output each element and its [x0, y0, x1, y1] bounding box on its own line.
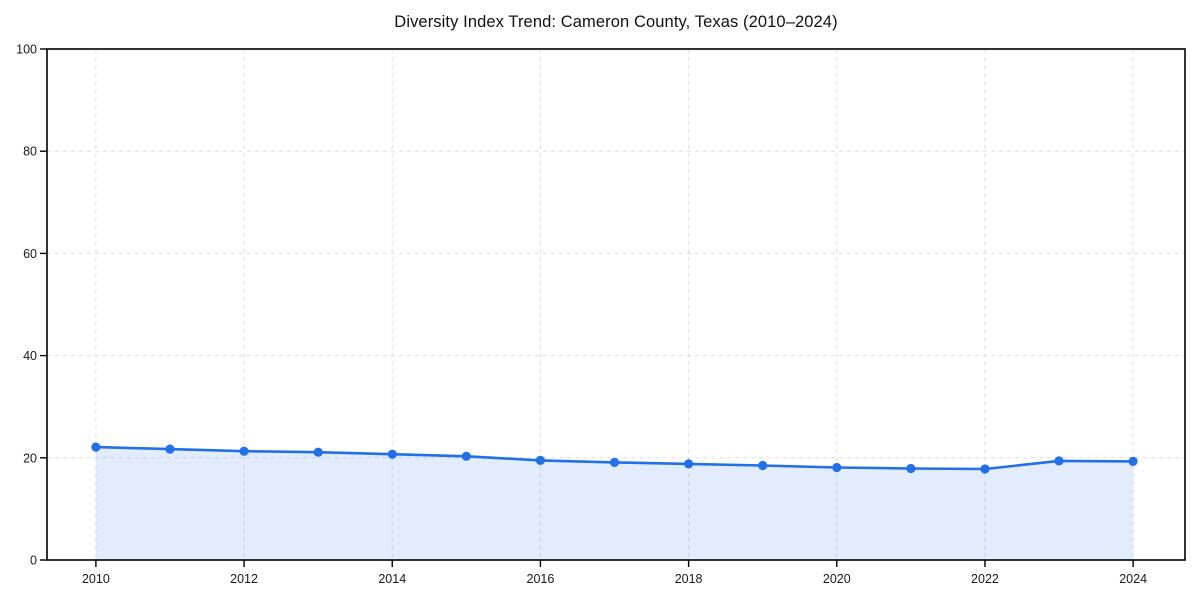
x-tick-label-2012: 2012 — [230, 572, 258, 586]
data-point-2017 — [609, 457, 620, 467]
y-tick-label-60: 60 — [23, 247, 37, 261]
data-point-2013 — [313, 447, 323, 457]
data-point-2024 — [1128, 456, 1138, 466]
area-fill — [95, 447, 1134, 560]
x-tick-label-2020: 2020 — [823, 572, 851, 586]
data-point-2015 — [461, 451, 471, 461]
plot-border — [46, 48, 1186, 561]
x-tick-label-2016: 2016 — [527, 572, 555, 586]
data-point-2011 — [165, 444, 175, 454]
y-tick-label-0: 0 — [30, 554, 37, 568]
data-point-2023 — [1054, 456, 1064, 466]
data-point-2016 — [535, 455, 546, 465]
y-tick-label-40: 40 — [23, 349, 37, 363]
data-point-2014 — [387, 449, 397, 459]
data-point-2020 — [832, 462, 842, 473]
x-tick-label-2018: 2018 — [675, 572, 703, 586]
data-point-2010 — [91, 442, 101, 452]
data-point-2022 — [980, 464, 990, 474]
data-point-2012 — [239, 446, 249, 456]
x-tick-label-2024: 2024 — [1119, 572, 1147, 586]
chart-title: Diversity Index Trend: Cameron County, T… — [394, 13, 838, 31]
x-tick-label-2010: 2010 — [82, 572, 110, 586]
x-tick-label-2022: 2022 — [971, 572, 999, 586]
y-tick-label-20: 20 — [23, 451, 37, 465]
data-point-2019 — [758, 460, 768, 471]
data-point-2018 — [684, 459, 694, 469]
data-point-2021 — [906, 463, 916, 474]
y-tick-label-100: 100 — [16, 43, 37, 57]
x-tick-label-2014: 2014 — [378, 572, 406, 586]
y-tick-label-80: 80 — [23, 145, 37, 159]
